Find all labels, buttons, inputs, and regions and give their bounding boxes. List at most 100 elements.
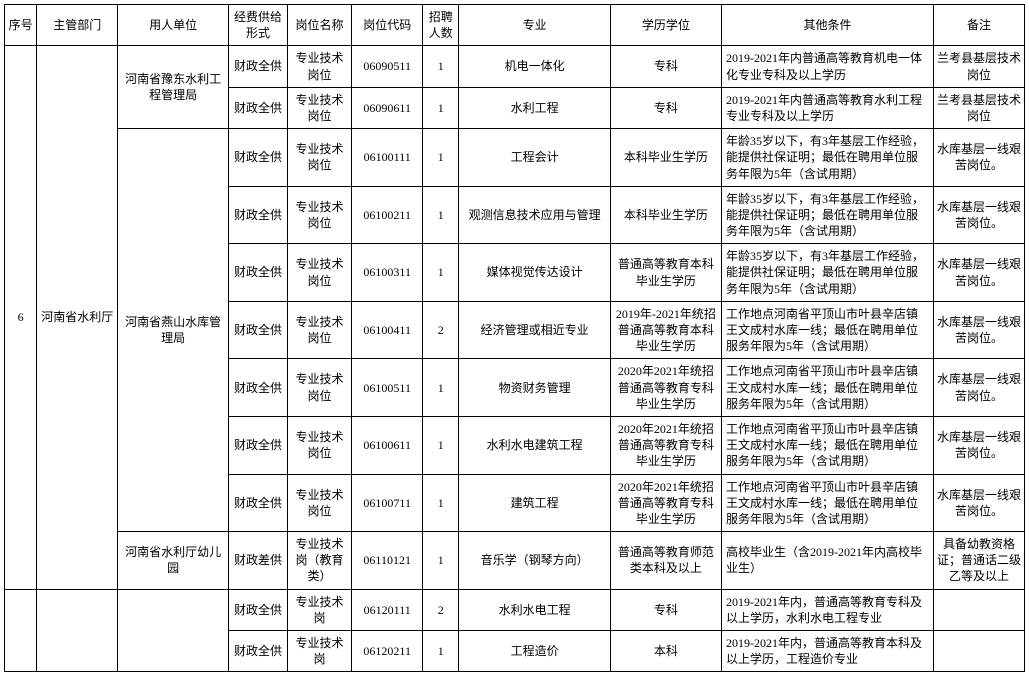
cell-note: 具备幼教资格证；普通话二级乙等及以上 [934,532,1025,590]
cell-position: 专业技术岗位 [287,359,352,417]
cell-note: 兰考县基层技术岗位 [934,87,1025,128]
cell-education: 2020年2021年统招普通高等教育专科毕业生学历 [610,359,721,417]
cell-education: 专科 [610,46,721,87]
cell-other: 工作地点河南省平顶山市叶县辛店镇王文成村水库一线；最低在聘用单位服务年限为5年（… [721,416,933,474]
cell-other: 工作地点河南省平顶山市叶县辛店镇王文成村水库一线；最低在聘用单位服务年限为5年（… [721,359,933,417]
cell-count: 1 [423,186,459,244]
cell-education: 2020年2021年统招普通高等教育专科毕业生学历 [610,416,721,474]
cell-other: 2019-2021年内普通高等教育机电一体化专业专科及以上学历 [721,46,933,87]
cell-code: 06120211 [352,631,423,672]
cell-code: 06090511 [352,46,423,87]
cell-position: 专业技术岗位 [287,46,352,87]
cell-count: 1 [423,129,459,187]
cell-count: 1 [423,46,459,87]
cell-education: 本科毕业生学历 [610,186,721,244]
cell-note: 水库基层一线艰苦岗位。 [934,301,1025,359]
cell-funding: 财政全供 [229,301,288,359]
cell-code: 06110121 [352,532,423,590]
cell-other: 年龄35岁以下，有3年基层工作经验，能提供社保证明；最低在聘用单位服务年限为5年… [721,186,933,244]
cell-major: 工程造价 [459,631,610,672]
cell-major: 音乐学（钢琴方向） [459,532,610,590]
cell-other: 2019-2021年内，普通高等教育本科及以上学历，工程造价专业 [721,631,933,672]
cell-funding: 财政差供 [229,532,288,590]
cell-education: 本科 [610,631,721,672]
cell-other: 工作地点河南省平顶山市叶县辛店镇王文成村水库一线；最低在聘用单位服务年限为5年（… [721,301,933,359]
cell-code: 06100311 [352,244,423,302]
cell-code: 06100611 [352,416,423,474]
cell-position: 专业技术岗位 [287,301,352,359]
cell-note: 水库基层一线艰苦岗位。 [934,186,1025,244]
cell-count: 1 [423,416,459,474]
header-code: 岗位代码 [352,5,423,46]
cell-count: 2 [423,301,459,359]
recruitment-table: 序号 主管部门 用人单位 经费供给形式 岗位名称 岗位代码 招聘人数 专业 学历… [4,4,1025,672]
cell-major: 媒体视觉传达设计 [459,244,610,302]
table-row: 财政全供 专业技术岗 06120111 2 水利水电工程 专科 2019-202… [5,589,1025,630]
cell-code: 06120111 [352,589,423,630]
cell-funding: 财政全供 [229,474,288,532]
cell-major: 水利水电建筑工程 [459,416,610,474]
table-row: 河南省燕山水库管理局 财政全供 专业技术岗位 06100111 1 工程会计 本… [5,129,1025,187]
cell-employer-blank [118,589,229,672]
cell-education: 普通高等教育师范类本科及以上 [610,532,721,590]
cell-note: 水库基层一线艰苦岗位。 [934,416,1025,474]
header-note: 备注 [934,5,1025,46]
header-count: 招聘人数 [423,5,459,46]
header-employer: 用人单位 [118,5,229,46]
cell-other: 高校毕业生（含2019-2021年内高校毕业生） [721,532,933,590]
cell-note: 兰考县基层技术岗位 [934,46,1025,87]
cell-position: 专业技术岗位 [287,474,352,532]
cell-position: 专业技术岗位 [287,416,352,474]
cell-position: 专业技术岗位 [287,129,352,187]
header-other: 其他条件 [721,5,933,46]
header-position: 岗位名称 [287,5,352,46]
cell-position: 专业技术岗（教育类） [287,532,352,590]
cell-major: 建筑工程 [459,474,610,532]
cell-count: 1 [423,244,459,302]
cell-note: 水库基层一线艰苦岗位。 [934,129,1025,187]
cell-note [934,631,1025,672]
cell-count: 1 [423,532,459,590]
cell-other: 年龄35岁以下，有3年基层工作经验，能提供社保证明；最低在聘用单位服务年限为5年… [721,129,933,187]
cell-education: 2019年-2021年统招普通高等教育本科毕业生学历 [610,301,721,359]
cell-seq: 6 [5,46,37,589]
header-seq: 序号 [5,5,37,46]
cell-position: 专业技术岗 [287,589,352,630]
header-department: 主管部门 [37,5,118,46]
cell-code: 06100211 [352,186,423,244]
cell-position: 专业技术岗位 [287,244,352,302]
cell-other: 2019-2021年内，普通高等教育专科及以上学历，水利水电工程专业 [721,589,933,630]
cell-funding: 财政全供 [229,129,288,187]
cell-major: 观测信息技术应用与管理 [459,186,610,244]
cell-other: 2019-2021年内普通高等教育水利工程专业专科及以上学历 [721,87,933,128]
cell-department-blank [37,589,118,672]
cell-funding: 财政全供 [229,186,288,244]
cell-count: 1 [423,631,459,672]
header-education: 学历学位 [610,5,721,46]
cell-note: 水库基层一线艰苦岗位。 [934,244,1025,302]
table-row: 6 河南省水利厅 河南省豫东水利工程管理局 财政全供 专业技术岗位 060905… [5,46,1025,87]
cell-education: 专科 [610,589,721,630]
cell-major: 工程会计 [459,129,610,187]
cell-count: 1 [423,359,459,417]
table-body: 6 河南省水利厅 河南省豫东水利工程管理局 财政全供 专业技术岗位 060905… [5,46,1025,672]
cell-position: 专业技术岗位 [287,186,352,244]
cell-funding: 财政全供 [229,87,288,128]
cell-education: 2020年2021年统招普通高等教育专科毕业生学历 [610,474,721,532]
table-row: 河南省水利厅幼儿园 财政差供 专业技术岗（教育类） 06110121 1 音乐学… [5,532,1025,590]
cell-major: 水利工程 [459,87,610,128]
cell-count: 1 [423,474,459,532]
cell-count: 1 [423,87,459,128]
cell-code: 06100411 [352,301,423,359]
cell-position: 专业技术岗位 [287,87,352,128]
cell-seq-blank [5,589,37,672]
cell-code: 06090611 [352,87,423,128]
cell-funding: 财政全供 [229,416,288,474]
cell-employer-unit1: 河南省豫东水利工程管理局 [118,46,229,129]
cell-position: 专业技术岗 [287,631,352,672]
cell-funding: 财政全供 [229,244,288,302]
cell-funding: 财政全供 [229,46,288,87]
cell-funding: 财政全供 [229,631,288,672]
cell-employer-unit2: 河南省燕山水库管理局 [118,129,229,532]
cell-note: 水库基层一线艰苦岗位。 [934,359,1025,417]
